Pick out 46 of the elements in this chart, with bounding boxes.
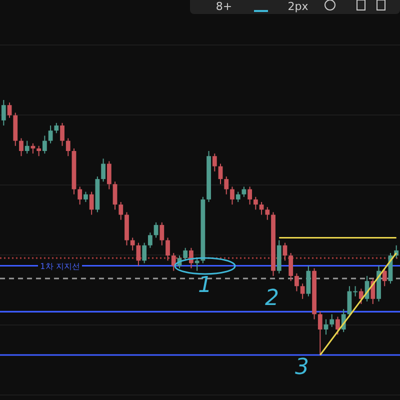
candlestick bbox=[300, 283, 305, 300]
ref-line-label: 1차 지지선 bbox=[40, 262, 80, 271]
candlestick bbox=[66, 138, 70, 157]
candlestick bbox=[318, 311, 322, 356]
candlestick bbox=[112, 181, 118, 210]
candlestick bbox=[294, 272, 299, 292]
candlestick bbox=[101, 158, 106, 182]
candlestick bbox=[336, 316, 340, 336]
candlestick bbox=[236, 191, 240, 202]
candlestick bbox=[306, 265, 311, 297]
candlestick bbox=[106, 160, 112, 190]
candlestick bbox=[212, 153, 217, 172]
candlestick bbox=[194, 258, 200, 272]
candlestick bbox=[183, 247, 188, 262]
candlestick bbox=[330, 314, 334, 328]
candlestick bbox=[89, 191, 94, 216]
candlestick bbox=[54, 122, 59, 134]
candlestick bbox=[60, 122, 64, 146]
candlestick bbox=[230, 186, 234, 206]
candlestick bbox=[48, 125, 53, 144]
annotation: 1 bbox=[198, 273, 212, 298]
candlestick bbox=[78, 186, 82, 206]
candlestick bbox=[265, 206, 270, 220]
candlestick bbox=[19, 138, 24, 157]
candlestick bbox=[84, 191, 88, 202]
candlestick bbox=[248, 186, 252, 206]
candlestick bbox=[253, 196, 258, 210]
candlestick bbox=[224, 176, 229, 195]
candlestick bbox=[7, 102, 12, 118]
candlestick bbox=[130, 237, 135, 251]
candlestick bbox=[1, 100, 6, 126]
candlestick bbox=[148, 232, 152, 248]
candlestick bbox=[42, 135, 47, 154]
candlestick bbox=[118, 202, 124, 220]
candlestick bbox=[171, 252, 176, 272]
annotation: 3 bbox=[295, 355, 309, 380]
candlestick bbox=[24, 140, 30, 154]
text: 2px bbox=[288, 0, 309, 13]
candlestick bbox=[166, 237, 170, 262]
candlestick bbox=[288, 252, 294, 282]
candlestick bbox=[382, 268, 387, 287]
candlestick bbox=[36, 145, 42, 157]
candlestick bbox=[160, 222, 164, 246]
text: 8+ bbox=[216, 0, 232, 13]
candlestick bbox=[142, 242, 147, 264]
annotation: 2 bbox=[265, 286, 279, 311]
